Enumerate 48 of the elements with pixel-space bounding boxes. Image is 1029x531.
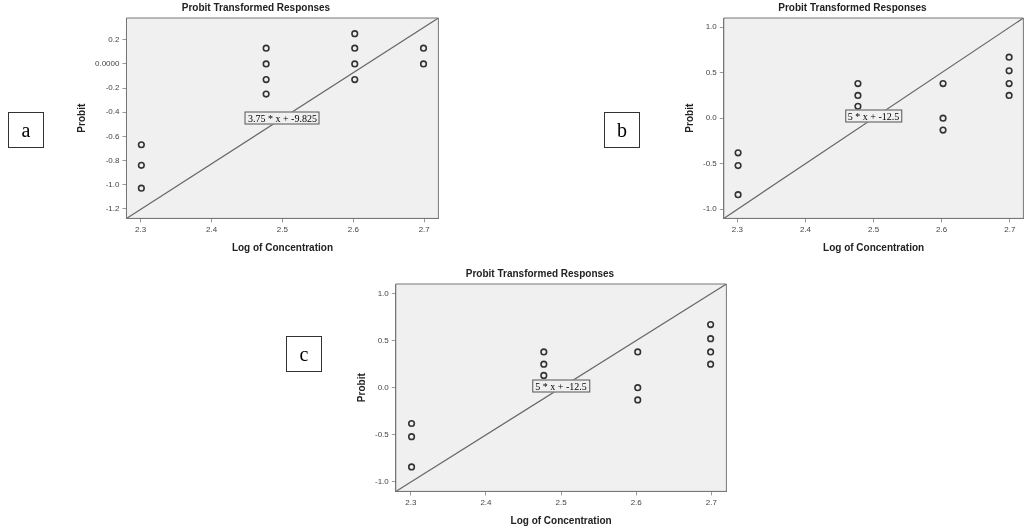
y-tick-label: 0.0 [377, 382, 390, 392]
y-tick-label: -0.5 [702, 158, 718, 168]
x-tick-label: 2.7 [1004, 225, 1016, 235]
chart-title: Probit Transformed Responses [778, 1, 928, 13]
y-tick-label: -0.4 [105, 107, 121, 117]
text: b [604, 112, 640, 148]
chart-title: Probit Transformed Responses [181, 1, 331, 13]
chart-title: Probit Transformed Responses [465, 267, 615, 279]
x-tick-label: 2.6 [936, 225, 948, 235]
annotation: 3.75 * x + -9.825 [244, 111, 320, 125]
y-axis-title: Probit [355, 372, 367, 403]
y-tick-label: -0.8 [105, 155, 121, 165]
y-tick-label: 0.0000 [95, 59, 121, 69]
x-tick-label: 2.6 [630, 498, 643, 508]
text: c [286, 336, 322, 372]
x-tick-label: 2.7 [418, 225, 431, 235]
y-tick-label: -0.2 [105, 83, 121, 93]
x-tick-label: 2.6 [347, 225, 360, 235]
x-tick-label: 2.5 [276, 225, 289, 235]
y-tick-label: -0.6 [105, 131, 121, 141]
annotation: 5 * x + -12.5 [532, 379, 590, 393]
y-tick-label: 1.0 [377, 288, 390, 298]
x-axis-title: Log of Concentration [231, 241, 333, 253]
y-tick-label: 1.0 [705, 22, 718, 32]
text: a [8, 112, 44, 148]
x-tick-label: 2.4 [480, 498, 493, 508]
y-tick-label: -1.0 [702, 204, 718, 214]
x-tick-label: 2.4 [205, 225, 218, 235]
y-tick-label: 0.0 [705, 113, 718, 123]
x-axis-title: Log of Concentration [510, 514, 612, 526]
x-tick-label: 2.3 [405, 498, 417, 508]
x-tick-label: 2.7 [705, 498, 718, 508]
y-tick-label: -0.5 [374, 430, 390, 440]
y-tick-label: 0.2 [108, 34, 121, 44]
y-axis-title: Probit [683, 103, 695, 133]
y-tick-label: 0.5 [377, 335, 390, 345]
x-tick-label: 2.3 [135, 225, 147, 235]
x-tick-label: 2.5 [555, 498, 568, 508]
x-tick-label: 2.3 [731, 225, 744, 235]
annotation: 5 * x + -12.5 [844, 109, 903, 123]
y-tick-label: -1.2 [105, 203, 121, 213]
y-axis-title: Probit [75, 103, 87, 133]
x-tick-label: 2.5 [868, 225, 880, 235]
x-axis-title: Log of Concentration [823, 241, 925, 253]
y-tick-label: -1.0 [105, 179, 121, 189]
y-tick-label: -1.0 [374, 477, 390, 487]
x-tick-label: 2.4 [799, 225, 812, 235]
y-tick-label: 0.5 [705, 67, 718, 77]
